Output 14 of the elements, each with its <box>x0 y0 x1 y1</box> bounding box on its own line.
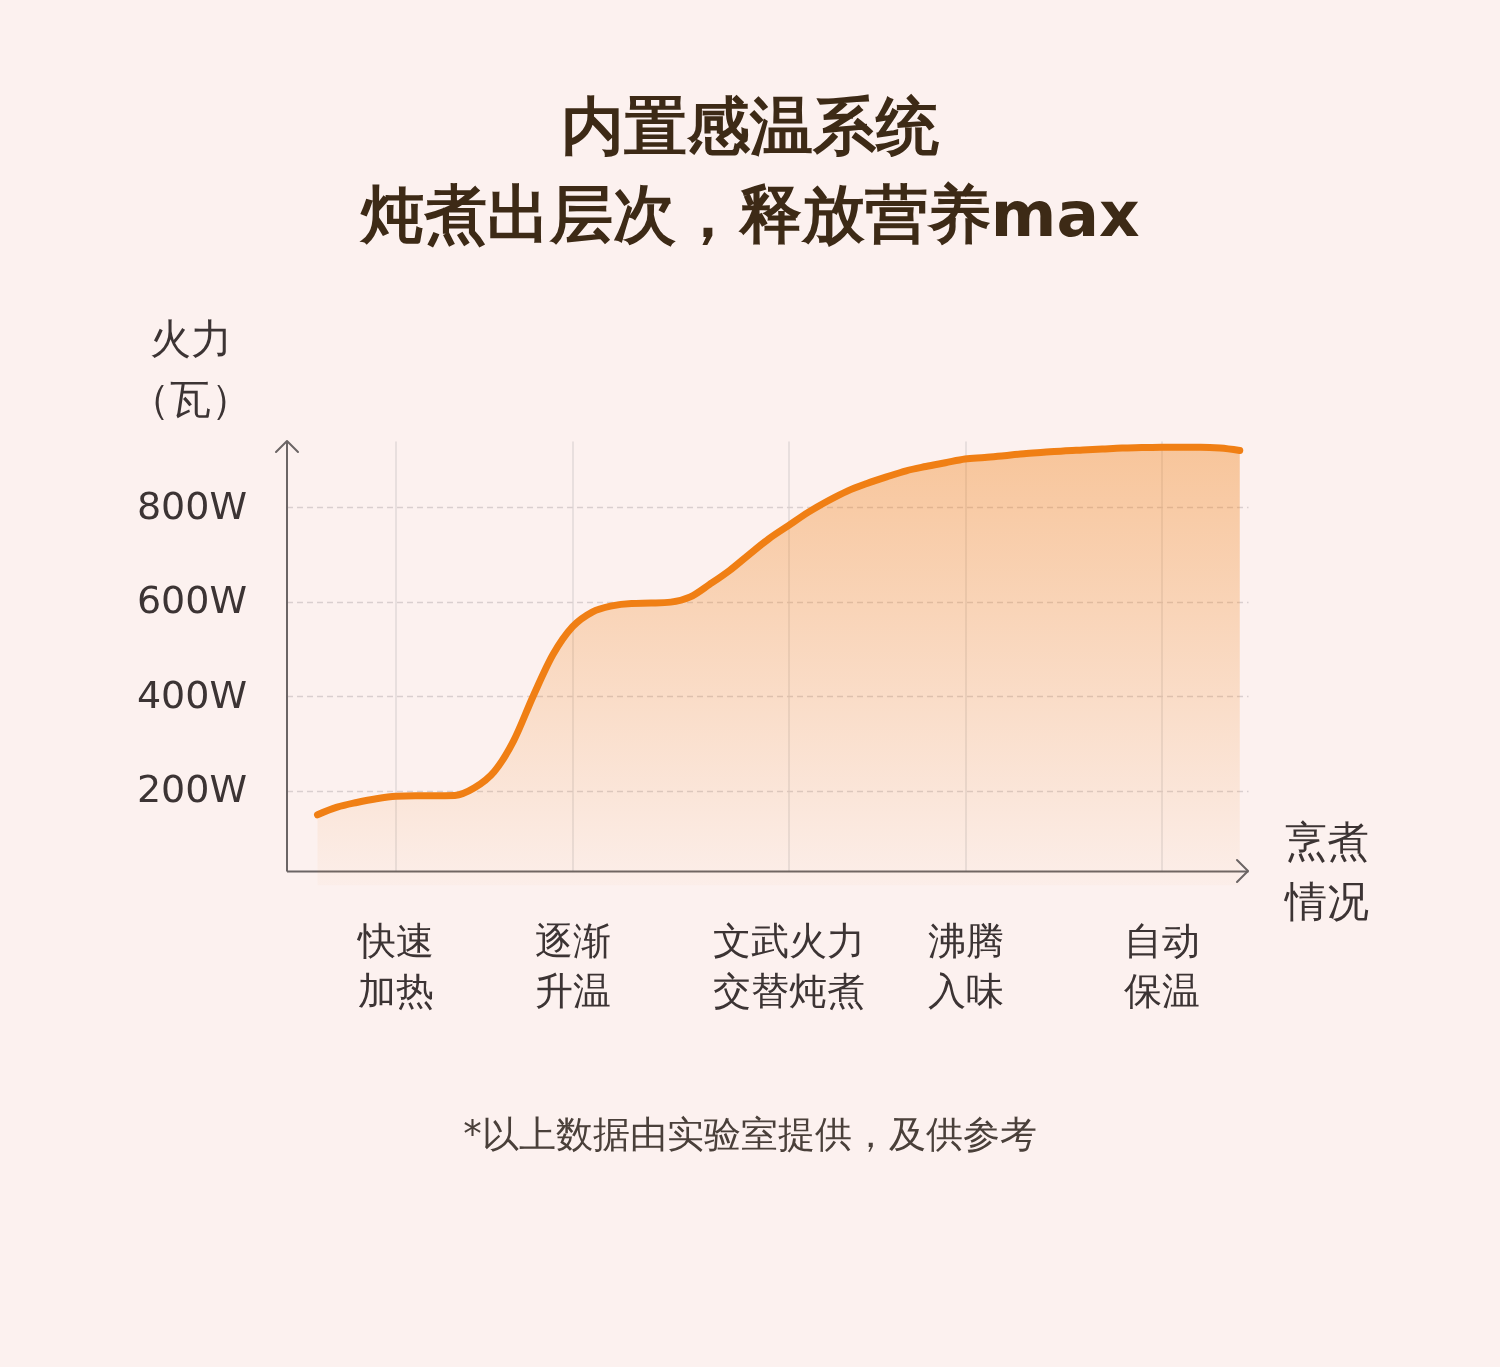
x-axis-title: 烹煮情况 <box>1282 816 1369 926</box>
chart-title: 内置感温系统 <box>561 90 940 163</box>
y-tick-label: 800W <box>136 483 247 528</box>
x-tick-label: 沸腾入味 <box>927 918 1004 1013</box>
y-tick-label: 400W <box>136 672 247 717</box>
x-tick-label: 逐渐升温 <box>535 918 612 1013</box>
x-tick-label: 自动保温 <box>1123 918 1200 1013</box>
x-tick-label: 文武火力交替炖煮 <box>712 918 865 1013</box>
x-tick-label: 快速加热 <box>356 918 435 1013</box>
y-tick-label: 200W <box>136 767 247 812</box>
y-tick-label: 600W <box>136 578 247 623</box>
chart-subtitle: 炖煮出层次，释放营养max <box>358 178 1140 251</box>
text: *以上数据由实验室提供，及供参考 <box>462 1112 1038 1158</box>
y-axis-title: 火力（瓦） <box>129 314 252 423</box>
